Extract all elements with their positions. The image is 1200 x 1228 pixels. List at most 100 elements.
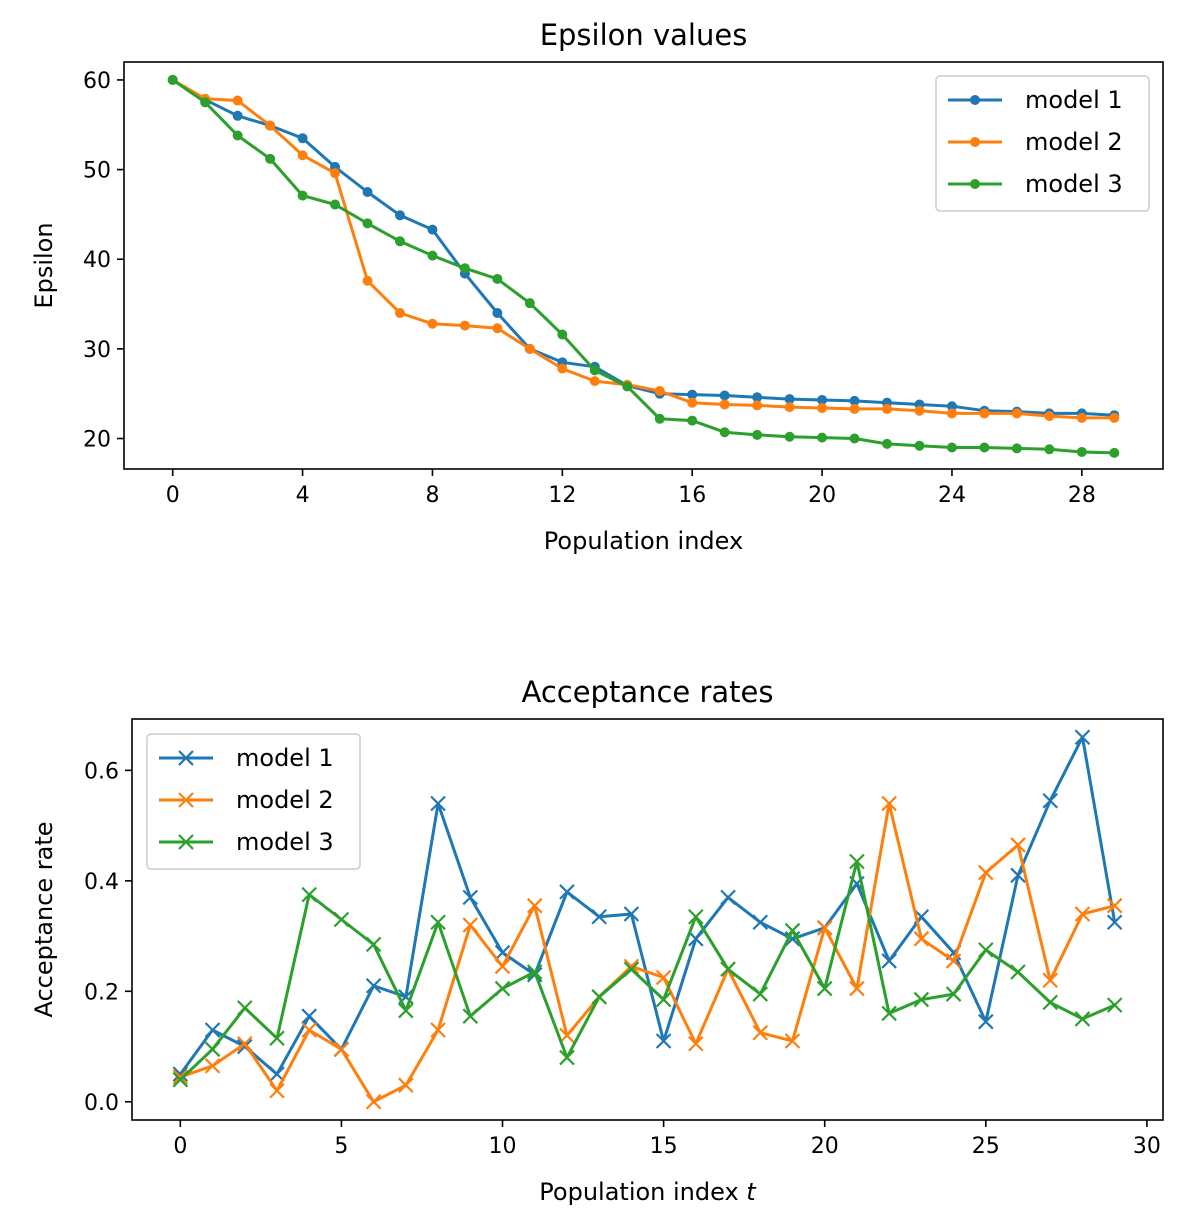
data-point [913, 931, 930, 947]
data-point [297, 190, 308, 201]
data-point [362, 275, 373, 286]
data-point [462, 917, 479, 933]
data-point [752, 1024, 769, 1041]
data-point [394, 308, 405, 319]
y-tick-label: 0.0 [84, 1091, 119, 1116]
data-point [913, 991, 930, 1008]
data-point [559, 1049, 575, 1066]
legend-item: model 2 [159, 786, 334, 814]
data-point [297, 133, 308, 144]
data-point [459, 263, 470, 274]
data-point [688, 931, 704, 947]
data-point [394, 236, 405, 247]
legend-label: model 2 [1025, 128, 1123, 156]
data-point [849, 403, 860, 414]
legend-box [146, 733, 361, 870]
legend-marker [178, 750, 194, 766]
data-point [1042, 994, 1059, 1011]
data-point [427, 250, 438, 261]
data-point [979, 408, 990, 419]
data-point [204, 1058, 221, 1074]
data-point [720, 961, 736, 977]
data-point [752, 914, 769, 931]
y-tick-label: 0.6 [84, 759, 119, 784]
data-point [816, 920, 833, 936]
data-point [622, 381, 633, 392]
x-tick-label: 24 [938, 483, 966, 508]
data-point [945, 953, 962, 969]
legend-label: model 3 [236, 828, 334, 856]
y-tick-label: 40 [83, 248, 111, 273]
data-point [1109, 447, 1120, 458]
data-point [1044, 411, 1055, 422]
data-point [204, 1041, 221, 1058]
data-point [849, 980, 865, 997]
data-point [655, 1033, 672, 1049]
data-point [269, 1030, 285, 1047]
data-point [591, 908, 607, 925]
x-tick-label: 15 [650, 1134, 678, 1159]
data-point [200, 97, 211, 108]
data-point [172, 1069, 189, 1085]
data-point [297, 150, 308, 161]
data-point [333, 911, 350, 928]
x-tick-label: 16 [678, 483, 706, 508]
data-point [1042, 972, 1059, 989]
legend-marker [970, 137, 980, 147]
data-point [1106, 914, 1123, 931]
data-point [398, 1077, 414, 1093]
data-point [623, 958, 640, 975]
axes-frame [123, 61, 1164, 470]
y-axis-label: Acceptance rate [30, 821, 58, 1017]
x-tick-label: 8 [425, 483, 439, 508]
data-point [365, 978, 382, 994]
data-point [688, 908, 704, 925]
data-point [1042, 792, 1059, 809]
data-point [333, 1041, 350, 1058]
legend-marker [970, 95, 980, 105]
data-point [978, 1013, 994, 1030]
data-point [236, 1036, 253, 1052]
data-point [752, 400, 763, 411]
data-point [459, 320, 470, 331]
x-tick-label: 0 [166, 483, 180, 508]
series-model-2 [172, 795, 1123, 1110]
x-tick-label: 20 [808, 483, 836, 508]
chart-2: Acceptance rates 0 5 10 15 20 25 30 0.0 0.2 0.4 0.6… [30, 675, 1164, 1206]
data-point [462, 1008, 479, 1024]
chart-title: Acceptance rates [521, 675, 773, 709]
axes-frame [131, 718, 1164, 1121]
data-point [1010, 964, 1026, 980]
data-point [330, 168, 341, 179]
data-point [719, 399, 730, 410]
data-point [1044, 444, 1055, 455]
data-point [1076, 412, 1087, 423]
data-point [784, 1033, 801, 1049]
series-line [171, 78, 1115, 455]
plot-area [167, 74, 1120, 458]
data-point [462, 889, 479, 906]
y-axis-label: Epsilon [30, 222, 58, 308]
legend-marker [178, 834, 194, 850]
data-point [752, 429, 763, 440]
data-point [979, 442, 990, 453]
data-point [946, 408, 957, 419]
data-point [1011, 443, 1022, 454]
data-point [427, 224, 438, 235]
data-point [687, 415, 698, 426]
data-point [362, 218, 373, 229]
data-point [882, 403, 893, 414]
data-point [430, 914, 446, 931]
data-point [719, 390, 730, 401]
series-line [171, 78, 1115, 417]
data-point [232, 130, 243, 141]
data-point [394, 210, 405, 221]
data-point [849, 433, 860, 444]
legend-marker [178, 792, 194, 808]
data-point [172, 1066, 189, 1082]
data-point [654, 413, 665, 424]
data-point [301, 1022, 317, 1038]
data-point [559, 1027, 575, 1044]
data-point [232, 110, 243, 121]
